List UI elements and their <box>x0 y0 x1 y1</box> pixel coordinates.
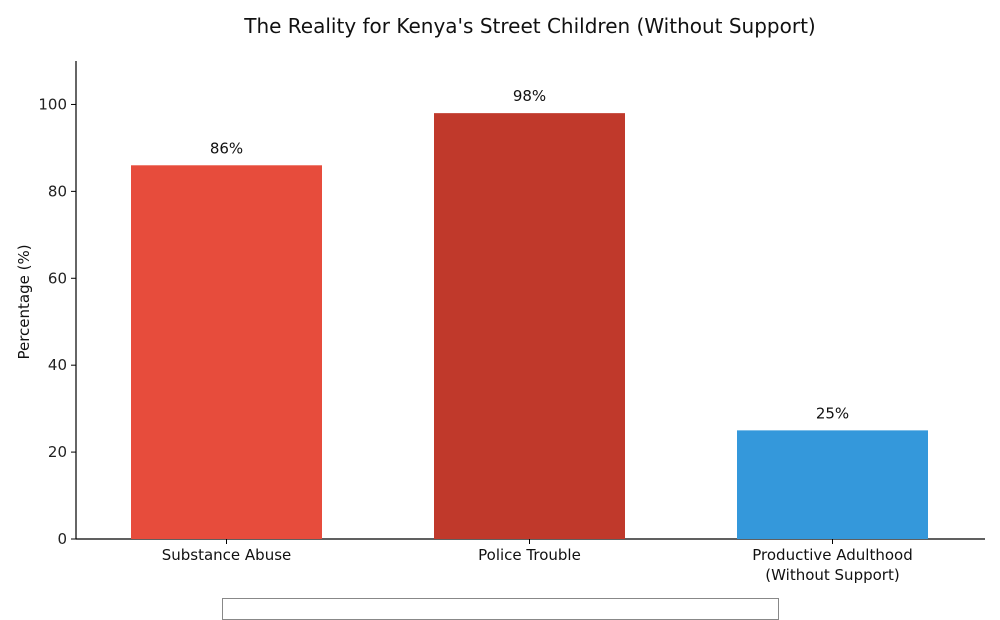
data-label: 25% <box>816 404 849 422</box>
y-tick-label: 80 <box>48 182 67 200</box>
x-tick-label: Productive Adulthood <box>752 546 912 564</box>
y-axis-label: Percentage (%) <box>15 244 33 359</box>
bar-chart: The Reality for Kenya's Street Children … <box>15 14 985 584</box>
y-tick-label: 40 <box>48 356 67 374</box>
y-tick-label: 20 <box>48 443 67 461</box>
y-tick-label: 100 <box>38 95 67 113</box>
x-tick-label: Substance Abuse <box>162 546 292 564</box>
chart-title: The Reality for Kenya's Street Children … <box>243 14 815 38</box>
x-tick-label: (Without Support) <box>765 566 899 584</box>
bar <box>434 113 625 540</box>
bar <box>131 165 322 540</box>
x-tick-label: Police Trouble <box>478 546 581 564</box>
caption-box <box>222 598 779 620</box>
data-label: 98% <box>513 87 546 105</box>
y-tick-label: 60 <box>48 269 67 287</box>
y-tick-label: 0 <box>57 530 67 548</box>
data-label: 86% <box>210 139 243 157</box>
bar <box>737 430 928 539</box>
